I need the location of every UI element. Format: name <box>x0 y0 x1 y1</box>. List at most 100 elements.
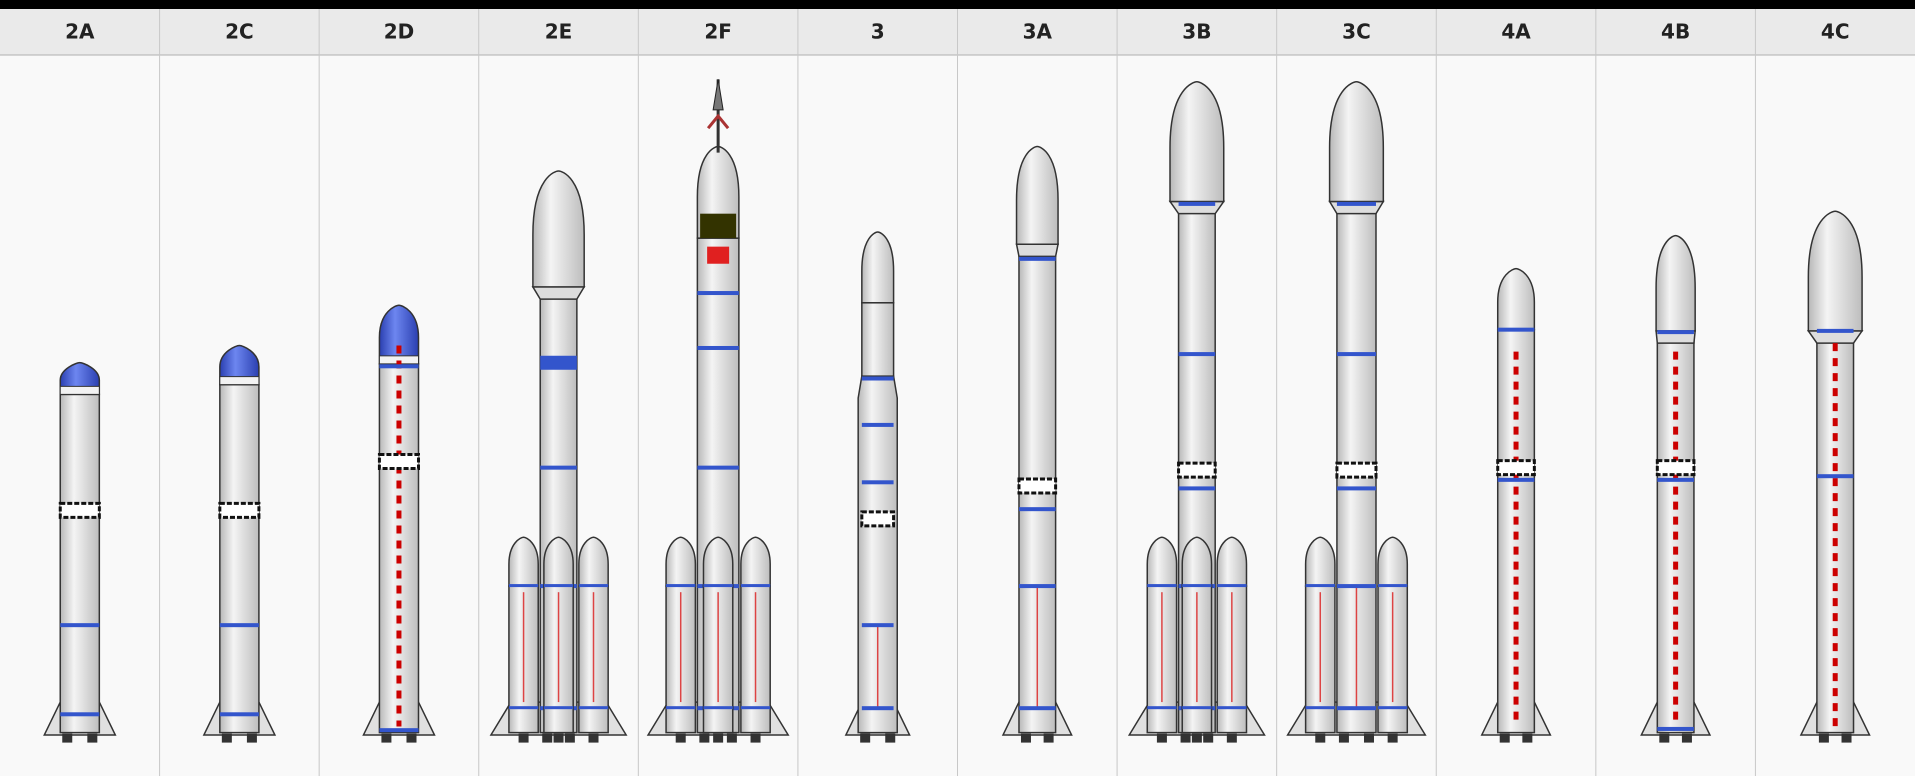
column-header: 2F <box>704 20 732 44</box>
engine <box>1659 734 1669 743</box>
band <box>1337 202 1376 206</box>
column-header: 3B <box>1182 20 1211 44</box>
engine <box>1203 734 1213 743</box>
band <box>379 728 418 732</box>
booster-band <box>1217 706 1246 709</box>
rocket-nose <box>1498 269 1535 330</box>
band <box>1019 507 1056 511</box>
engine <box>860 734 870 743</box>
booster-band <box>1306 584 1335 587</box>
rocket-nose <box>379 305 418 364</box>
booster-band <box>544 584 573 587</box>
booster-band <box>741 584 770 587</box>
booster-nose <box>666 537 695 586</box>
booster-nose <box>544 537 573 586</box>
band <box>1337 584 1376 588</box>
engine <box>885 734 895 743</box>
band <box>1337 352 1376 356</box>
band <box>220 623 259 627</box>
band <box>1817 474 1854 478</box>
band <box>697 466 739 470</box>
band <box>379 364 418 368</box>
booster-band <box>1182 584 1211 587</box>
booster-nose <box>1182 537 1211 586</box>
rocket-body <box>220 385 259 733</box>
band <box>1337 706 1376 710</box>
band <box>1179 486 1216 490</box>
page: 2A2C2D2E2F33A3B3C4A4B4C (() => { const d… <box>0 0 1915 776</box>
engine <box>1819 734 1829 743</box>
engine <box>1192 734 1202 743</box>
band <box>1657 727 1694 731</box>
booster-band <box>509 706 538 709</box>
interstage-ring <box>1337 463 1376 477</box>
engine <box>1500 734 1510 743</box>
column-header: 2D <box>384 20 415 44</box>
engine <box>1388 734 1398 743</box>
band <box>1019 584 1056 588</box>
engine <box>699 734 709 743</box>
nose-base <box>60 386 99 394</box>
interstage-ring <box>1019 479 1056 493</box>
engine <box>406 734 416 743</box>
booster-band <box>703 584 732 587</box>
column-header: 4B <box>1661 20 1690 44</box>
capsule-panel <box>700 214 736 238</box>
band <box>697 346 739 350</box>
band <box>697 291 739 295</box>
column-header: 2C <box>225 20 254 44</box>
rocket-nose <box>1170 82 1224 202</box>
band <box>1019 257 1056 261</box>
interstage-ring <box>60 503 99 517</box>
column-header: 2E <box>545 20 573 44</box>
engine <box>1682 734 1692 743</box>
band <box>1179 202 1216 206</box>
band <box>862 377 894 381</box>
booster-nose <box>1306 537 1335 586</box>
engine <box>1842 734 1852 743</box>
engine <box>1227 734 1237 743</box>
interstage-ring <box>220 503 259 517</box>
rocket-adapter <box>533 287 584 299</box>
engine <box>381 734 391 743</box>
engine <box>1522 734 1532 743</box>
band <box>1498 478 1535 482</box>
engine <box>727 734 737 743</box>
band <box>1498 328 1535 332</box>
engine <box>1339 734 1349 743</box>
rocket-nose <box>1330 82 1384 202</box>
engine <box>589 734 599 743</box>
band <box>862 706 894 710</box>
booster-band <box>703 706 732 709</box>
flag <box>707 247 729 264</box>
booster-band <box>666 584 695 587</box>
booster-band <box>741 706 770 709</box>
rocket-nose <box>533 171 584 287</box>
band <box>1817 329 1854 333</box>
rocket-nose <box>862 232 894 303</box>
engine <box>565 734 575 743</box>
column-header: 3 <box>871 20 885 44</box>
column-header: 4C <box>1821 20 1850 44</box>
engine <box>1181 734 1191 743</box>
booster-band <box>1147 584 1176 587</box>
booster-nose <box>1378 537 1407 586</box>
engine <box>554 734 564 743</box>
interstage-ring <box>1179 463 1216 477</box>
band <box>862 480 894 484</box>
rocket-nose <box>1656 236 1695 331</box>
booster-band <box>1217 584 1246 587</box>
band <box>1179 352 1216 356</box>
rocket-body <box>60 394 99 732</box>
band <box>220 712 259 716</box>
booster-nose <box>1217 537 1246 586</box>
interstage-ring <box>379 455 418 469</box>
engine <box>1044 734 1054 743</box>
booster-nose <box>703 537 732 586</box>
booster-band <box>1182 706 1211 709</box>
engine <box>1364 734 1374 743</box>
rocket-table: 2A2C2D2E2F33A3B3C4A4B4C <box>0 0 1915 776</box>
engine <box>751 734 761 743</box>
engine <box>222 734 232 743</box>
engine <box>542 734 552 743</box>
